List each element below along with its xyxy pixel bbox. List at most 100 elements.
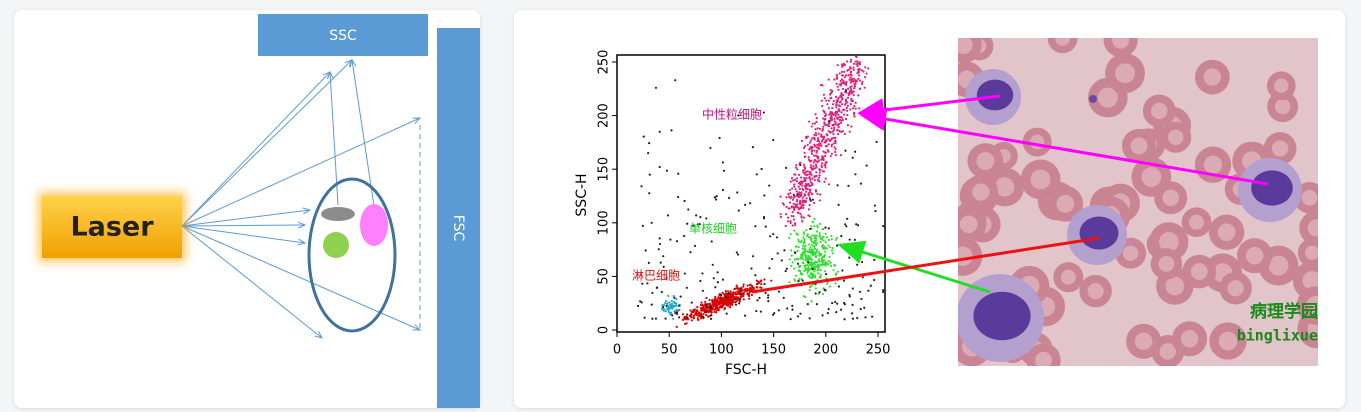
dot	[816, 226, 819, 229]
dot	[808, 317, 811, 320]
dot	[847, 74, 850, 77]
dot	[829, 138, 832, 141]
dot	[689, 309, 692, 312]
dot	[868, 117, 871, 121]
dot	[735, 296, 739, 299]
dot	[723, 306, 727, 310]
dot	[819, 237, 823, 240]
dot	[794, 188, 797, 191]
dot	[811, 198, 815, 201]
dot	[754, 274, 757, 277]
dot	[827, 227, 830, 230]
dot	[715, 198, 718, 201]
dot	[842, 94, 845, 97]
dot	[797, 185, 800, 188]
dot	[807, 274, 810, 278]
dot	[759, 286, 762, 289]
dot	[805, 259, 808, 262]
ray	[352, 60, 375, 207]
dot	[809, 178, 812, 182]
dot	[813, 225, 816, 228]
dot	[737, 114, 740, 117]
dot	[816, 263, 820, 266]
dot	[819, 83, 822, 87]
dot	[703, 309, 706, 312]
dot	[736, 253, 740, 256]
dot	[818, 144, 821, 147]
dot	[823, 97, 826, 100]
dot	[760, 167, 763, 171]
dot	[825, 272, 828, 276]
dot	[808, 248, 811, 251]
dot	[650, 303, 653, 306]
dot	[797, 245, 800, 249]
dot	[830, 143, 833, 146]
dot	[829, 131, 832, 134]
red-cell-center	[1180, 330, 1199, 348]
dot	[849, 76, 852, 79]
dot	[683, 199, 686, 203]
dot	[696, 223, 700, 226]
dot	[864, 66, 867, 69]
dot	[816, 138, 819, 142]
dot	[786, 216, 790, 219]
red-cell-center	[1218, 331, 1238, 351]
dot	[834, 273, 837, 276]
dot	[725, 300, 728, 303]
dot	[843, 70, 846, 73]
dot	[834, 154, 837, 157]
dot	[836, 184, 839, 187]
dot	[728, 306, 732, 309]
dot	[705, 313, 708, 317]
dot	[794, 251, 797, 255]
dot	[751, 146, 754, 149]
dot	[845, 60, 849, 63]
red-cell-center	[1274, 98, 1291, 115]
dot	[721, 161, 724, 164]
dot	[695, 214, 698, 217]
dot	[792, 179, 795, 182]
dot	[764, 291, 767, 295]
ray	[181, 225, 305, 226]
dot	[819, 273, 822, 276]
dot	[834, 148, 837, 151]
dot	[658, 130, 661, 133]
dot	[830, 238, 833, 241]
dot	[844, 149, 847, 152]
dot	[814, 163, 817, 166]
dot	[817, 266, 820, 269]
dot	[799, 212, 802, 216]
dot	[701, 315, 704, 318]
dot	[771, 257, 774, 261]
dot	[695, 309, 698, 312]
dot	[826, 138, 830, 141]
fsc-detector	[437, 28, 480, 408]
dot	[810, 225, 813, 228]
dot	[724, 292, 728, 295]
dot	[831, 123, 834, 127]
dot	[734, 301, 737, 304]
dot	[843, 108, 846, 111]
dot	[832, 128, 836, 131]
dot	[723, 293, 726, 296]
dot	[865, 72, 868, 75]
dot	[794, 245, 798, 248]
red-cell-center	[1030, 169, 1051, 190]
dot	[798, 191, 801, 195]
dot	[806, 143, 809, 146]
dot	[798, 193, 801, 197]
dot	[755, 173, 758, 176]
red-cell-center	[1190, 263, 1208, 280]
red-cell-center	[976, 152, 995, 170]
dot	[834, 150, 837, 154]
dot	[651, 317, 654, 320]
dot	[857, 77, 860, 81]
dot	[811, 262, 814, 265]
dot	[673, 301, 676, 305]
dot	[670, 299, 674, 303]
left-card	[14, 10, 480, 408]
dot	[788, 281, 791, 284]
dot	[789, 318, 792, 321]
dot	[813, 133, 816, 137]
dot	[837, 88, 840, 91]
